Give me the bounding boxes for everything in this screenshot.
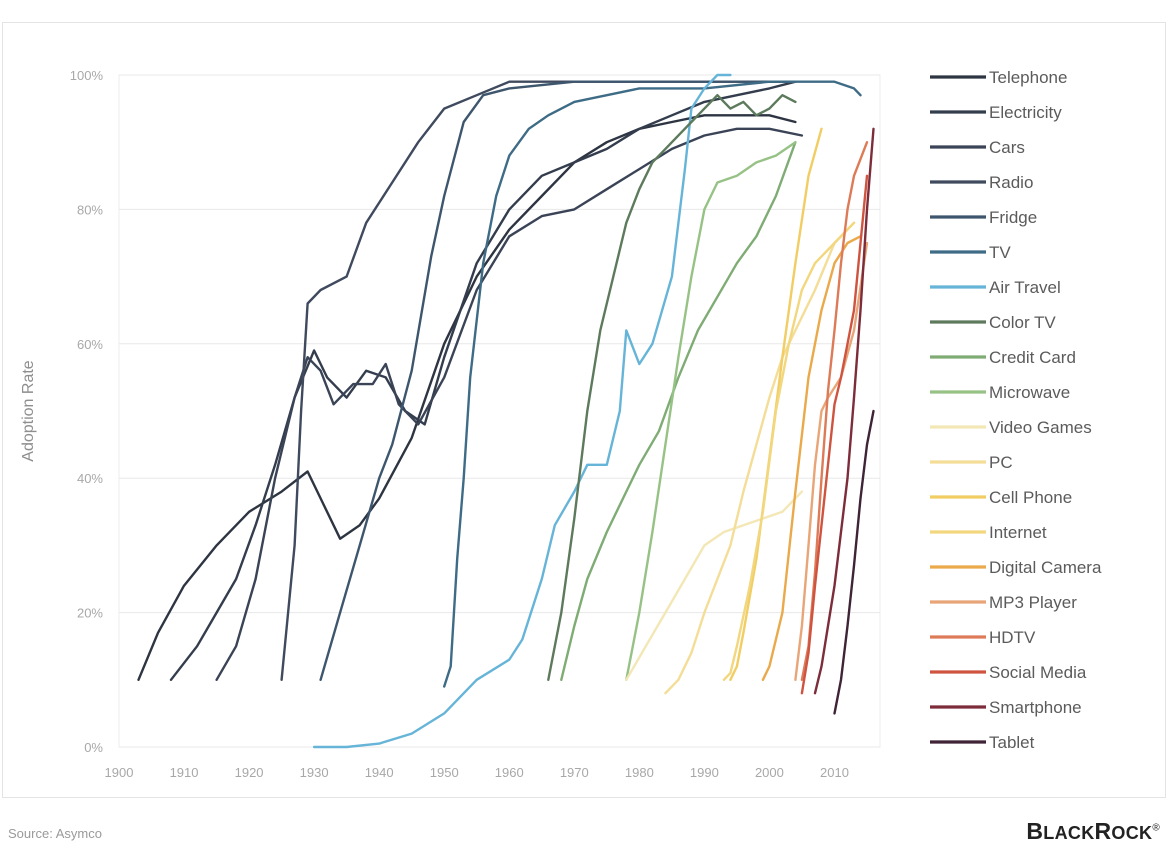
gridlines [118, 74, 881, 748]
legend-label-tv: TV [989, 243, 1011, 262]
x-tick-label: 1960 [495, 765, 524, 780]
chart-frame: 0% 20% 40% 60% 80% 100% 1900 1910 1920 1930 1940 1… [2, 22, 1166, 798]
y-tick-label: 0% [84, 740, 103, 755]
legend-label-fridge: Fridge [989, 208, 1037, 227]
y-tick-label: 60% [77, 337, 103, 352]
series-lines [137, 73, 875, 749]
x-tick-label: 2000 [755, 765, 784, 780]
series-line-internet [722, 221, 856, 681]
series-line-telephone [137, 114, 797, 681]
series-line-credit-card [560, 141, 797, 681]
y-tick-label: 20% [77, 606, 103, 621]
legend-label-pc: PC [989, 453, 1013, 472]
legend-label-social-media: Social Media [989, 663, 1087, 682]
legend-label-tablet: Tablet [989, 733, 1035, 752]
x-tick-label: 1970 [560, 765, 589, 780]
x-tick-label: 1990 [690, 765, 719, 780]
legend-label-internet: Internet [989, 523, 1047, 542]
legend-label-cell-phone: Cell Phone [989, 488, 1072, 507]
y-axis-title: Adoption Rate [20, 360, 37, 462]
x-tick-label: 1900 [105, 765, 134, 780]
x-tick-label: 2010 [820, 765, 849, 780]
source-note: Source: Asymco [8, 826, 102, 841]
series-line-cars [215, 127, 804, 681]
series-line-microwave [625, 141, 797, 681]
x-axis-ticks: 1900 1910 1920 1930 1940 1950 1960 1970 1980 1990… [105, 765, 849, 780]
y-axis-ticks: 0% 20% 40% 60% 80% 100% [70, 68, 104, 755]
legend-label-hdtv: HDTV [989, 628, 1036, 647]
y-tick-label: 80% [77, 202, 103, 217]
legend-label-telephone: Telephone [989, 68, 1067, 87]
series-line-electricity [169, 80, 797, 681]
series-line-tv [443, 80, 862, 688]
x-tick-label: 1910 [170, 765, 199, 780]
legend-label-electricity: Electricity [989, 103, 1062, 122]
legend-label-video-games: Video Games [989, 418, 1092, 437]
series-line-social-media [800, 174, 869, 695]
legend-label-mp3-player: MP3 Player [989, 593, 1077, 612]
series-line-air-travel [312, 73, 732, 749]
legend: Telephone Electricity Cars Radio Fridge TV Air… [930, 68, 1102, 752]
series-line-pc [664, 221, 856, 695]
series-line-fridge [319, 80, 797, 681]
brand-mark: ® [1152, 822, 1160, 834]
x-tick-label: 1950 [430, 765, 459, 780]
adoption-chart: 0%20%40%60%80%100% 1900 1910 1920 1930 1940 1… [20, 68, 1102, 780]
x-tick-label: 1930 [300, 765, 329, 780]
series-line-smartphone [813, 127, 875, 695]
legend-label-smartphone: Smartphone [989, 698, 1082, 717]
legend-label-credit-card: Credit Card [989, 348, 1076, 367]
series-line-cell-phone [729, 127, 823, 681]
legend-label-digital-camera: Digital Camera [989, 558, 1102, 577]
legend-label-color-tv: Color TV [989, 313, 1056, 332]
legend-label-air-travel: Air Travel [989, 278, 1061, 297]
x-tick-label: 1980 [625, 765, 654, 780]
y-tick-label: 40% [77, 471, 103, 486]
x-tick-label: 1940 [365, 765, 394, 780]
brand-name: BLACKROCK [1026, 818, 1153, 844]
legend-label-radio: Radio [989, 173, 1033, 192]
x-tick-label: 1920 [235, 765, 264, 780]
series-line-color-tv [547, 94, 797, 681]
legend-label-cars: Cars [989, 138, 1025, 157]
blackrock-logo: BLACKROCK® [1026, 818, 1160, 845]
series-line-video-games [625, 490, 804, 681]
series-line-mp3-player [794, 241, 869, 681]
legend-label-microwave: Microwave [989, 383, 1070, 402]
series-line-tablet [833, 409, 875, 715]
y-tick-label: 100% [70, 68, 104, 83]
